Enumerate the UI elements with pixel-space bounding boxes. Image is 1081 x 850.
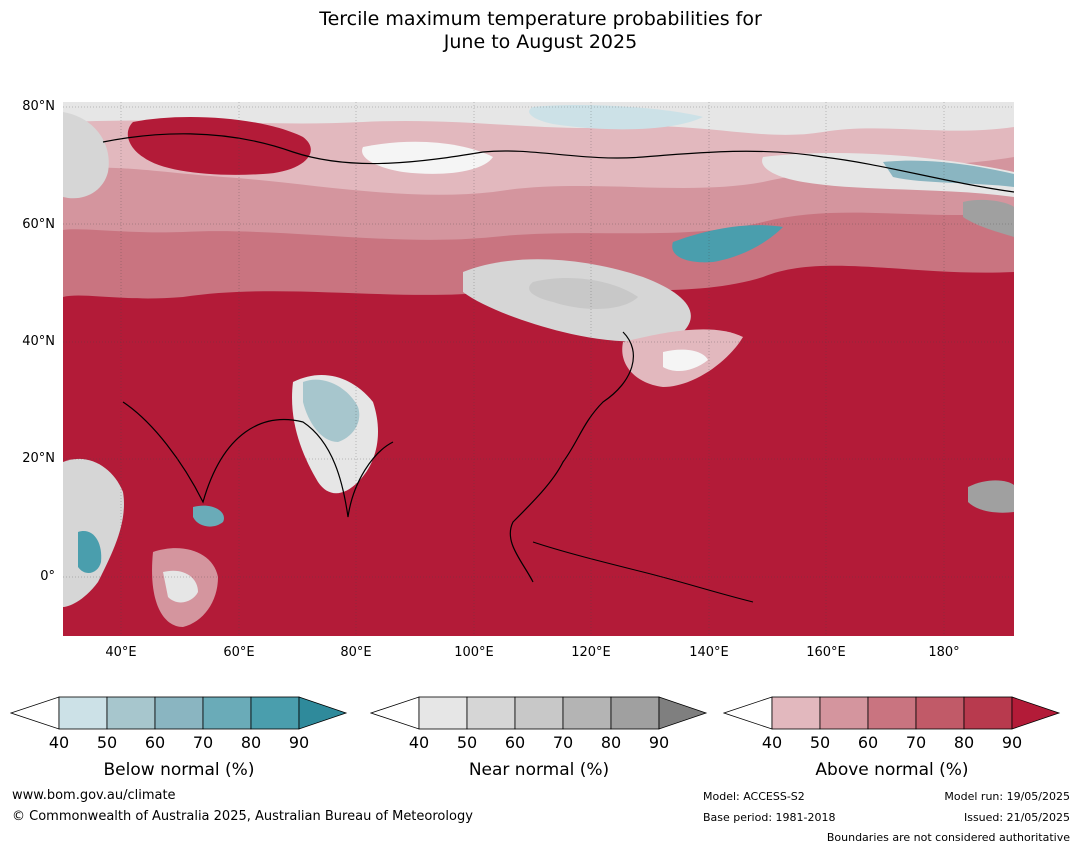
colorbar-above-segment-4 [915, 696, 965, 730]
lon-label-80e: 80°E [340, 645, 372, 660]
model-run-text: Model run: 19/05/2025 [944, 790, 1070, 803]
colorbar-below-tick-50: 50 [96, 733, 118, 752]
colorbar-above-tick-50: 50 [809, 733, 831, 752]
disclaimer-text: Boundaries are not considered authoritat… [826, 831, 1070, 844]
model-text: Model: ACCESS-S2 [703, 790, 805, 803]
lon-label-180: 180° [928, 645, 960, 660]
base-period-text: Base period: 1981-2018 [703, 811, 836, 824]
lat-label-60n: 60°N [22, 217, 55, 232]
colorbar-below-upper-extend [298, 696, 348, 730]
colorbar-above [723, 696, 1061, 730]
colorbar-below-segment-4 [202, 696, 252, 730]
region-below-east-africa [78, 531, 102, 574]
colorbar-above-lower-extend [723, 696, 773, 730]
region-near-indian-ocean [163, 570, 198, 603]
issued-text: Issued: 21/05/2025 [963, 811, 1070, 824]
lat-label-0: 0° [40, 569, 55, 584]
colorbar-above-tick-40: 40 [761, 733, 783, 752]
colorbar-near-tick-50: 50 [456, 733, 478, 752]
colorbar-near-segment-5 [610, 696, 660, 730]
lat-label-80n: 80°N [22, 99, 55, 114]
colorbar-above-segment-5 [963, 696, 1013, 730]
colorbar-near-tick-70: 70 [552, 733, 574, 752]
colorbar-near-segment-1 [418, 696, 468, 730]
colorbar-near-segment-4 [562, 696, 612, 730]
region-below-okhotsk [672, 225, 783, 263]
colorbar-below-tick-40: 40 [48, 733, 70, 752]
colorbar-below-segment-2 [106, 696, 156, 730]
lat-label-20n: 20°N [22, 451, 55, 466]
title-line-2: June to August 2025 [443, 31, 638, 53]
colorbar-below-tick-60: 60 [144, 733, 166, 752]
colorbar-below-segment-3 [154, 696, 204, 730]
region-near-korea [663, 349, 708, 372]
colorbar-below-tick-80: 80 [240, 733, 262, 752]
colorbar-below-title: Below normal (%) [103, 760, 255, 780]
region-near-siberia-1 [362, 141, 493, 174]
coastline-south-asia [122, 401, 394, 518]
colorbar-near-tick-40: 40 [408, 733, 430, 752]
colorbar-above-segment-1 [771, 696, 821, 730]
lon-label-120e: 120°E [571, 645, 611, 660]
colorbar-above-segment-2 [819, 696, 869, 730]
colorbar-below-tick-70: 70 [192, 733, 214, 752]
region-below-india [303, 379, 360, 442]
map-title: Tercile maximum temperature probabilitie… [0, 8, 1081, 54]
colorbar-below-tick-90: 90 [288, 733, 310, 752]
colorbar-above-title: Above normal (%) [815, 760, 969, 780]
colorbar-below-segment-1 [58, 696, 108, 730]
coastline-arctic [102, 133, 1014, 193]
coastline-east-asia [509, 331, 634, 583]
lon-label-160e: 160°E [806, 645, 846, 660]
colorbar-near-lower-extend [370, 696, 420, 730]
colorbar-above-upper-extend [1011, 696, 1061, 730]
probability-map [63, 102, 1014, 636]
graticule [63, 102, 1014, 636]
website-link[interactable]: www.bom.gov.au/climate [12, 788, 176, 803]
lon-label-60e: 60°E [223, 645, 255, 660]
colorbar-above-tick-90: 90 [1001, 733, 1023, 752]
colorbar-near-segment-3 [514, 696, 564, 730]
region-near-pacific [968, 480, 1014, 513]
region-near-scandinavia [63, 112, 109, 199]
region-near-bering [963, 199, 1014, 237]
region-below-arabian-sea [193, 505, 224, 527]
lon-label-140e: 140°E [689, 645, 729, 660]
colorbar-near-upper-extend [658, 696, 708, 730]
lat-label-40n: 40°N [22, 334, 55, 349]
colorbar-near-tick-80: 80 [600, 733, 622, 752]
lon-label-100e: 100°E [454, 645, 494, 660]
colorbar-below-segment-5 [250, 696, 300, 730]
region-below-chukotka [883, 160, 1014, 187]
region-above-90-nw [127, 117, 311, 175]
title-line-1: Tercile maximum temperature probabilitie… [319, 8, 762, 30]
colorbar-below [10, 696, 348, 730]
colorbar-near-tick-90: 90 [648, 733, 670, 752]
colorbar-near [370, 696, 708, 730]
colorbar-near-segment-2 [466, 696, 516, 730]
map-canvas [63, 102, 1014, 636]
region-near-east-africa [63, 458, 124, 607]
region-near-china-core [529, 277, 638, 309]
colorbar-near-title: Near normal (%) [468, 760, 610, 780]
colorbar-above-segment-3 [867, 696, 917, 730]
lon-label-40e: 40°E [105, 645, 137, 660]
colorbar-near-tick-60: 60 [504, 733, 526, 752]
region-below-arctic [529, 105, 703, 130]
coastline-indonesia [532, 541, 754, 603]
colorbar-above-tick-80: 80 [953, 733, 975, 752]
colorbar-above-tick-60: 60 [857, 733, 879, 752]
colorbar-above-tick-70: 70 [905, 733, 927, 752]
copyright-text: © Commonwealth of Australia 2025, Austra… [12, 809, 473, 824]
colorbar-below-lower-extend [10, 696, 60, 730]
